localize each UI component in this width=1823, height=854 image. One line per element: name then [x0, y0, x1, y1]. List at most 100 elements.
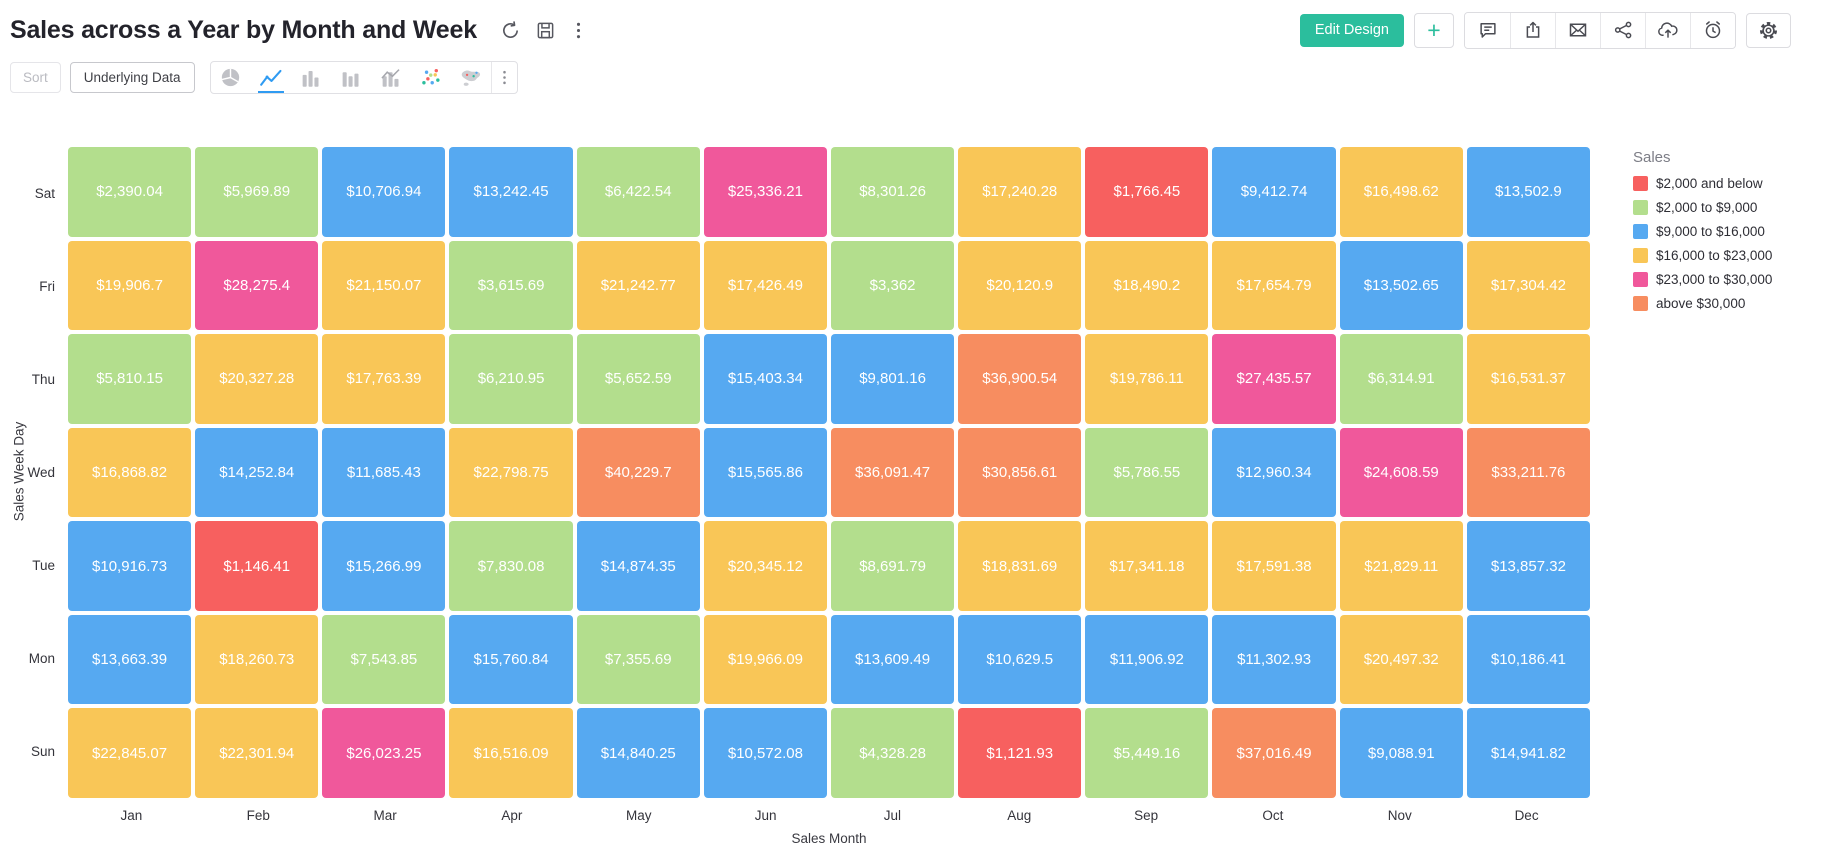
heatmap-cell[interactable]: $5,652.59 [576, 334, 700, 424]
heatmap-cell[interactable]: $12,960.34 [1212, 427, 1336, 518]
comments-button[interactable] [1465, 12, 1510, 48]
stacked-bar-chart-type-button[interactable] [331, 62, 371, 93]
schedule-button[interactable] [1690, 12, 1735, 48]
heatmap-cell[interactable]: $33,211.76 [1466, 427, 1590, 518]
save-button[interactable] [536, 21, 555, 40]
pie-chart-type-button[interactable] [211, 62, 251, 93]
heatmap-cell[interactable]: $7,830.08 [449, 521, 573, 611]
heatmap-cell[interactable]: $27,435.57 [1212, 334, 1336, 424]
heatmap-cell[interactable]: $7,355.69 [576, 614, 700, 705]
export-button[interactable] [1510, 12, 1555, 48]
heatmap-cell[interactable]: $15,760.84 [449, 614, 573, 705]
heatmap-cell[interactable]: $8,691.79 [830, 521, 955, 611]
scatter-chart-type-button[interactable] [411, 62, 451, 93]
settings-button[interactable] [1746, 12, 1791, 48]
heatmap-cell[interactable]: $15,403.34 [703, 334, 827, 424]
bar-chart-type-button[interactable] [291, 62, 331, 93]
heatmap-cell[interactable]: $22,798.75 [449, 427, 573, 518]
heatmap-cell[interactable]: $30,856.61 [958, 427, 1082, 518]
heatmap-cell[interactable]: $36,900.54 [958, 334, 1082, 424]
legend-item[interactable]: $9,000 to $16,000 [1633, 224, 1819, 239]
heatmap-cell[interactable]: $20,345.12 [703, 521, 827, 611]
heatmap-cell[interactable]: $9,801.16 [830, 334, 955, 424]
heatmap-cell[interactable]: $37,016.49 [1212, 708, 1336, 798]
heatmap-cell[interactable]: $14,941.82 [1466, 708, 1590, 798]
heatmap-cell[interactable]: $16,498.62 [1339, 147, 1463, 237]
heatmap-cell[interactable]: $11,302.93 [1212, 614, 1336, 705]
heatmap-cell[interactable]: $22,301.94 [195, 708, 319, 798]
sort-button[interactable]: Sort [10, 62, 61, 93]
heatmap-cell[interactable]: $6,210.95 [449, 334, 573, 424]
refresh-button[interactable] [501, 20, 520, 40]
heatmap-cell[interactable]: $15,266.99 [322, 521, 446, 611]
heatmap-cell[interactable]: $1,121.93 [958, 708, 1082, 798]
heatmap-cell[interactable]: $21,150.07 [322, 240, 446, 331]
heatmap-cell[interactable]: $7,543.85 [322, 614, 446, 705]
combo-chart-type-button[interactable] [371, 62, 411, 93]
heatmap-cell[interactable]: $14,840.25 [576, 708, 700, 798]
heatmap-cell[interactable]: $13,609.49 [830, 614, 955, 705]
heatmap-cell[interactable]: $17,304.42 [1466, 240, 1590, 331]
heatmap-cell[interactable]: $10,572.08 [703, 708, 827, 798]
edit-design-button[interactable]: Edit Design [1299, 13, 1404, 47]
heatmap-cell[interactable]: $17,341.18 [1085, 521, 1209, 611]
heatmap-cell[interactable]: $17,763.39 [322, 334, 446, 424]
heatmap-cell[interactable]: $10,186.41 [1466, 614, 1590, 705]
heatmap-cell[interactable]: $16,531.37 [1466, 334, 1590, 424]
heatmap-cell[interactable]: $4,328.28 [830, 708, 955, 798]
heatmap-cell[interactable]: $11,906.92 [1085, 614, 1209, 705]
heatmap-cell[interactable]: $3,615.69 [449, 240, 573, 331]
heatmap-cell[interactable]: $9,412.74 [1212, 147, 1336, 237]
add-button[interactable]: + [1414, 12, 1454, 48]
heatmap-cell[interactable]: $22,845.07 [68, 708, 192, 798]
heatmap-cell[interactable]: $6,314.91 [1339, 334, 1463, 424]
heatmap-cell[interactable]: $1,146.41 [195, 521, 319, 611]
share-button[interactable] [1600, 12, 1645, 48]
heatmap-cell[interactable]: $16,868.82 [68, 427, 192, 518]
heatmap-cell[interactable]: $19,786.11 [1085, 334, 1209, 424]
heatmap-cell[interactable]: $5,969.89 [195, 147, 319, 237]
heatmap-cell[interactable]: $20,327.28 [195, 334, 319, 424]
map-chart-type-button[interactable] [451, 62, 491, 93]
heatmap-cell[interactable]: $13,502.65 [1339, 240, 1463, 331]
heatmap-cell[interactable]: $10,629.5 [958, 614, 1082, 705]
heatmap-cell[interactable]: $11,685.43 [322, 427, 446, 518]
heatmap-cell[interactable]: $13,663.39 [68, 614, 192, 705]
heatmap-cell[interactable]: $10,706.94 [322, 147, 446, 237]
heatmap-cell[interactable]: $14,874.35 [576, 521, 700, 611]
legend-item[interactable]: $16,000 to $23,000 [1633, 248, 1819, 263]
heatmap-cell[interactable]: $8,301.26 [830, 147, 955, 237]
heatmap-cell[interactable]: $9,088.91 [1339, 708, 1463, 798]
heatmap-cell[interactable]: $26,023.25 [322, 708, 446, 798]
heatmap-cell[interactable]: $36,091.47 [830, 427, 955, 518]
legend-item[interactable]: above $30,000 [1633, 296, 1819, 311]
heatmap-cell[interactable]: $24,608.59 [1339, 427, 1463, 518]
heatmap-cell[interactable]: $19,966.09 [703, 614, 827, 705]
heatmap-cell[interactable]: $17,426.49 [703, 240, 827, 331]
heatmap-cell[interactable]: $5,449.16 [1085, 708, 1209, 798]
heatmap-cell[interactable]: $16,516.09 [449, 708, 573, 798]
heatmap-cell[interactable]: $19,906.7 [68, 240, 192, 331]
publish-button[interactable] [1645, 12, 1690, 48]
heatmap-cell[interactable]: $2,390.04 [68, 147, 192, 237]
heatmap-cell[interactable]: $6,422.54 [576, 147, 700, 237]
heatmap-cell[interactable]: $20,120.9 [958, 240, 1082, 331]
heatmap-cell[interactable]: $21,242.77 [576, 240, 700, 331]
heatmap-cell[interactable]: $17,654.79 [1212, 240, 1336, 331]
heatmap-cell[interactable]: $5,786.55 [1085, 427, 1209, 518]
heatmap-cell[interactable]: $15,565.86 [703, 427, 827, 518]
underlying-data-button[interactable]: Underlying Data [69, 62, 195, 93]
heatmap-cell[interactable]: $21,829.11 [1339, 521, 1463, 611]
heatmap-cell[interactable]: $18,831.69 [958, 521, 1082, 611]
legend-item[interactable]: $2,000 and below [1633, 176, 1819, 191]
heatmap-cell[interactable]: $28,275.4 [195, 240, 319, 331]
heatmap-cell[interactable]: $13,242.45 [449, 147, 573, 237]
heatmap-cell[interactable]: $18,260.73 [195, 614, 319, 705]
heatmap-cell[interactable]: $17,591.38 [1212, 521, 1336, 611]
heatmap-cell[interactable]: $14,252.84 [195, 427, 319, 518]
heatmap-cell[interactable]: $13,857.32 [1466, 521, 1590, 611]
title-more-button[interactable] [571, 21, 586, 40]
legend-item[interactable]: $23,000 to $30,000 [1633, 272, 1819, 287]
heatmap-cell[interactable]: $40,229.7 [576, 427, 700, 518]
heatmap-cell[interactable]: $5,810.15 [68, 334, 192, 424]
